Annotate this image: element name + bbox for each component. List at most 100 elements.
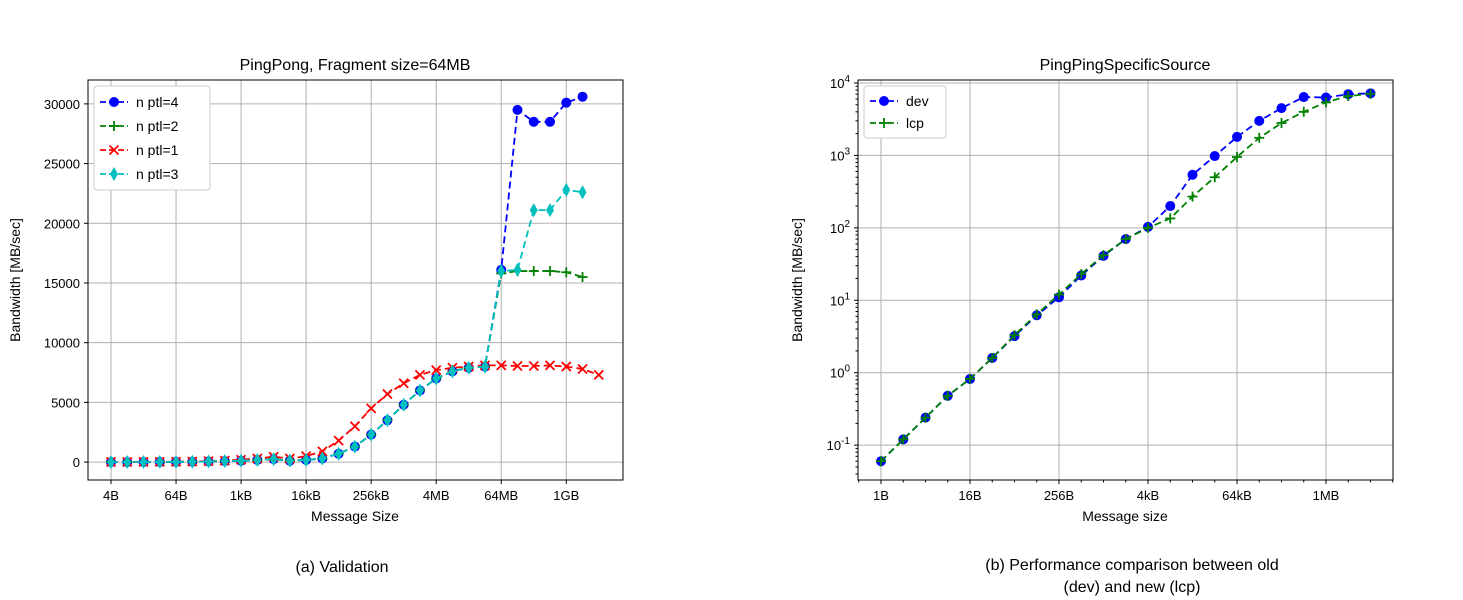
data-point bbox=[561, 97, 572, 108]
plot-frame bbox=[857, 79, 1394, 481]
data-point-b bbox=[414, 369, 426, 381]
data-point bbox=[577, 363, 588, 375]
legend-label: n ptl=4 bbox=[136, 94, 179, 110]
legend-entry: lcp bbox=[870, 115, 924, 131]
data-point-b bbox=[333, 435, 344, 446]
data-point bbox=[898, 434, 909, 445]
data-point bbox=[512, 360, 523, 372]
data-point bbox=[204, 454, 213, 469]
y-tick-label: 30000 bbox=[44, 97, 80, 112]
x-axis-label: Message size bbox=[1082, 508, 1168, 524]
data-point bbox=[544, 360, 556, 371]
data-point bbox=[545, 116, 556, 127]
data-point-b bbox=[528, 360, 539, 372]
legend-marker bbox=[110, 167, 118, 181]
legend-entry: n ptl=1 bbox=[100, 142, 179, 158]
data-point bbox=[1143, 222, 1153, 233]
data-point bbox=[1321, 97, 1331, 108]
x-tick-label: 64MB bbox=[484, 488, 518, 503]
x-axis-label: Message Size bbox=[311, 508, 399, 524]
data-point bbox=[1187, 169, 1198, 180]
data-point bbox=[415, 383, 424, 398]
data-point-b bbox=[577, 363, 588, 375]
legend-box bbox=[863, 85, 947, 139]
series-line bbox=[110, 188, 583, 463]
x-tick-label: 256B bbox=[1044, 488, 1074, 503]
y-tick-label: 102 bbox=[830, 219, 850, 236]
data-point bbox=[350, 439, 359, 454]
data-point bbox=[269, 452, 278, 467]
data-point bbox=[577, 91, 588, 102]
series-line bbox=[880, 92, 1371, 462]
caption-right-line2: (dev) and new (lcp) bbox=[1064, 579, 1201, 596]
data-point bbox=[513, 262, 522, 277]
legend-marker-b bbox=[108, 144, 120, 156]
y-axis-label: Bandwidth [MB/sec] bbox=[7, 218, 23, 342]
data-point bbox=[123, 455, 132, 470]
data-point bbox=[367, 427, 376, 442]
y-tick-label: 20000 bbox=[44, 216, 80, 231]
data-point bbox=[448, 364, 457, 379]
data-point bbox=[1209, 151, 1220, 162]
plot-frame bbox=[87, 79, 624, 481]
data-point bbox=[383, 413, 392, 428]
data-point bbox=[1298, 106, 1309, 117]
legend-label: n ptl=3 bbox=[136, 166, 179, 182]
data-point bbox=[253, 452, 262, 467]
x-tick-label: 1GB bbox=[553, 488, 579, 503]
data-point bbox=[942, 390, 953, 401]
data-point bbox=[561, 361, 572, 372]
x-tick-label: 4B bbox=[103, 488, 119, 503]
legend-marker bbox=[879, 96, 889, 106]
series-group bbox=[105, 91, 604, 470]
data-point bbox=[545, 266, 556, 277]
data-point bbox=[1209, 172, 1220, 183]
y-tick-label: 25000 bbox=[44, 157, 80, 172]
x-tick-label: 16kB bbox=[291, 488, 321, 503]
data-point bbox=[349, 421, 361, 432]
x-tick-label: 1kB bbox=[230, 488, 252, 503]
data-point bbox=[529, 203, 538, 218]
data-point bbox=[382, 388, 393, 400]
data-point bbox=[464, 360, 473, 375]
data-point bbox=[155, 454, 164, 469]
legend-marker bbox=[108, 144, 120, 156]
data-point bbox=[399, 397, 408, 412]
data-point bbox=[237, 453, 246, 468]
data-point-b bbox=[512, 360, 523, 372]
y-ticks: 0 5000 10000 15000 20000 25000 30000 bbox=[44, 97, 88, 470]
data-point bbox=[497, 264, 506, 279]
data-point bbox=[528, 360, 539, 372]
x-tick-label: 4kB bbox=[1137, 488, 1159, 503]
data-point bbox=[1187, 191, 1198, 202]
caption-right-line1: (b) Performance comparison between old bbox=[985, 557, 1278, 574]
data-point bbox=[334, 446, 343, 461]
data-point bbox=[432, 371, 441, 386]
legend-label: n ptl=2 bbox=[136, 118, 179, 134]
data-point bbox=[578, 185, 587, 200]
legend-entry: dev bbox=[870, 93, 929, 109]
data-point bbox=[1165, 213, 1176, 224]
y-tick-label: 15000 bbox=[44, 276, 80, 291]
data-point bbox=[398, 378, 409, 389]
legend-box bbox=[93, 85, 211, 191]
chart-pingping-specific-source: 1B 16B 256B 4kB 64kB 1MB 10-1100101102103104 … bbox=[789, 57, 1394, 524]
chart-title: PingPong, Fragment size=64MB bbox=[240, 57, 471, 74]
y-tick-label: 10000 bbox=[44, 336, 80, 351]
y-tick-label: 100 bbox=[830, 364, 850, 381]
data-point-b bbox=[382, 388, 393, 400]
data-point bbox=[480, 359, 489, 374]
legend: n ptl=4 n ptl=2 n ptl=1 n ptl=3 bbox=[93, 85, 211, 191]
data-point bbox=[1343, 91, 1354, 102]
x-tick-label: 1B bbox=[873, 488, 889, 503]
data-point-b bbox=[317, 446, 328, 457]
x-tick-label: 64kB bbox=[1222, 488, 1252, 503]
data-point bbox=[1276, 118, 1287, 129]
data-point-b bbox=[593, 369, 604, 381]
data-point bbox=[1254, 132, 1265, 143]
caption-left: (a) Validation bbox=[295, 559, 388, 576]
data-point bbox=[285, 453, 294, 468]
y-axis-label: Bandwidth [MB/sec] bbox=[789, 218, 805, 342]
y-tick-label: 101 bbox=[830, 291, 850, 308]
